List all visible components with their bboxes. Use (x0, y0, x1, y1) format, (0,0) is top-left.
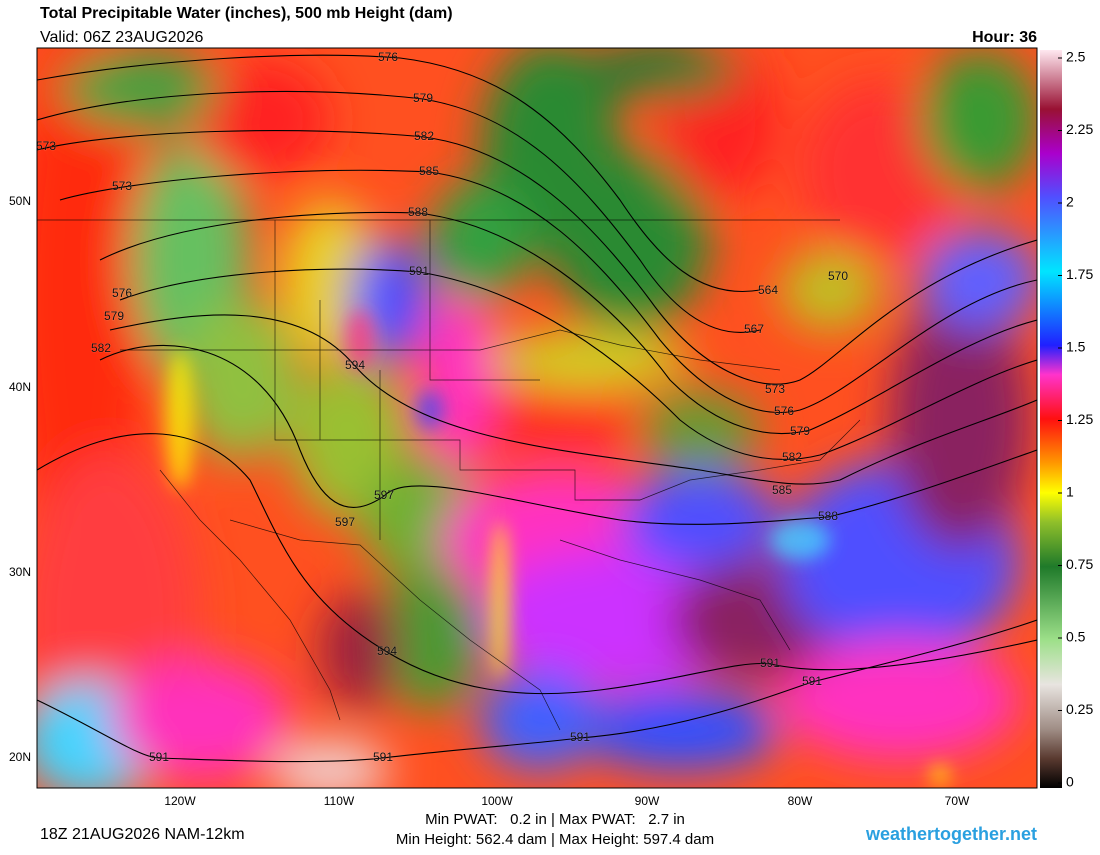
model-run: 18Z 21AUG2026 NAM-12km (40, 826, 245, 843)
colorbar-tick-label: 1 (1066, 484, 1074, 500)
lon-label: 120W (164, 794, 196, 808)
contour-label: 585 (419, 164, 439, 178)
contour-label: 582 (782, 450, 802, 464)
contour-label: 597 (335, 515, 355, 529)
valid-time: Valid: 06Z 23AUG2026 (40, 29, 203, 46)
contour-label: 576 (378, 50, 398, 64)
lon-label: 90W (635, 794, 660, 808)
lat-label: 40N (9, 380, 31, 394)
contour-label: 597 (374, 488, 394, 502)
latitude-axis: 50N 40N 30N 20N (9, 194, 31, 764)
colorbar-tick-label: 0.5 (1066, 629, 1086, 645)
contour-label: 573 (765, 382, 785, 396)
contour-label: 591 (409, 264, 429, 278)
contour-label: 576 (774, 404, 794, 418)
colorbar-tick-label: 1.75 (1066, 266, 1093, 282)
lon-label: 110W (324, 794, 355, 808)
contour-label: 579 (413, 91, 433, 105)
contour-label: 564 (758, 283, 778, 297)
contour-label: 591 (373, 750, 393, 764)
title: Total Precipitable Water (inches), 500 m… (40, 5, 453, 22)
contour-label: 576 (112, 286, 132, 300)
contour-label: 582 (91, 341, 111, 355)
boundaries (37, 219, 861, 731)
contour-label: 582 (414, 129, 434, 143)
colorbar-tick-label: 0.25 (1066, 701, 1093, 717)
contour-label: 573 (36, 139, 56, 153)
lat-label: 20N (9, 750, 31, 764)
contour-label: 585 (772, 483, 792, 497)
lon-label: 100W (481, 794, 513, 808)
contour-label: 594 (345, 358, 365, 372)
site-credit: weathertogether.net (865, 824, 1037, 844)
lat-label: 50N (9, 194, 31, 208)
lat-label: 30N (9, 565, 31, 579)
contour-label: 573 (112, 179, 132, 193)
map-frame (36, 47, 1038, 789)
contour-label: 579 (790, 424, 810, 438)
contour-label: 591 (570, 730, 590, 744)
colorbar-tick-label: 1.5 (1066, 339, 1086, 355)
contour-label: 567 (744, 322, 764, 336)
contour-label: 588 (408, 205, 428, 219)
colorbar-tick-label: 0 (1066, 774, 1074, 790)
height-contours (37, 54, 1037, 763)
colorbar-tick-label: 2.25 (1066, 121, 1093, 137)
longitude-axis: 120W 110W 100W 90W 80W 70W (164, 794, 970, 808)
contour-label: 588 (818, 509, 838, 523)
lon-label: 70W (945, 794, 970, 808)
contour-label: 591 (760, 656, 780, 670)
lon-label: 80W (788, 794, 813, 808)
contour-label: 594 (377, 644, 397, 658)
pwat-field: 576 579 582 585 588 591 594 597 597 573 … (36, 48, 1037, 788)
colorbar-tick-label: 1.25 (1066, 411, 1093, 427)
contour-label: 570 (828, 269, 848, 283)
contour-label: 591 (149, 750, 169, 764)
colorbar-tick-label: 2 (1066, 194, 1074, 210)
height-stats: Min Height: 562.4 dam | Max Height: 597.… (396, 831, 714, 848)
forecast-hour: Hour: 36 (972, 29, 1037, 46)
colorbar-ticks: 2.5 2.25 2 1.75 1.5 1.25 1 0.75 0.5 0.25 0 (1058, 49, 1093, 790)
pwat-stats: Min PWAT: 0.2 in | Max PWAT: 2.7 in (425, 811, 685, 828)
colorbar (1040, 50, 1062, 788)
contour-label: 579 (104, 309, 124, 323)
contour-label: 591 (802, 674, 822, 688)
colorbar-tick-label: 2.5 (1066, 49, 1086, 65)
colorbar-tick-label: 0.75 (1066, 556, 1093, 572)
